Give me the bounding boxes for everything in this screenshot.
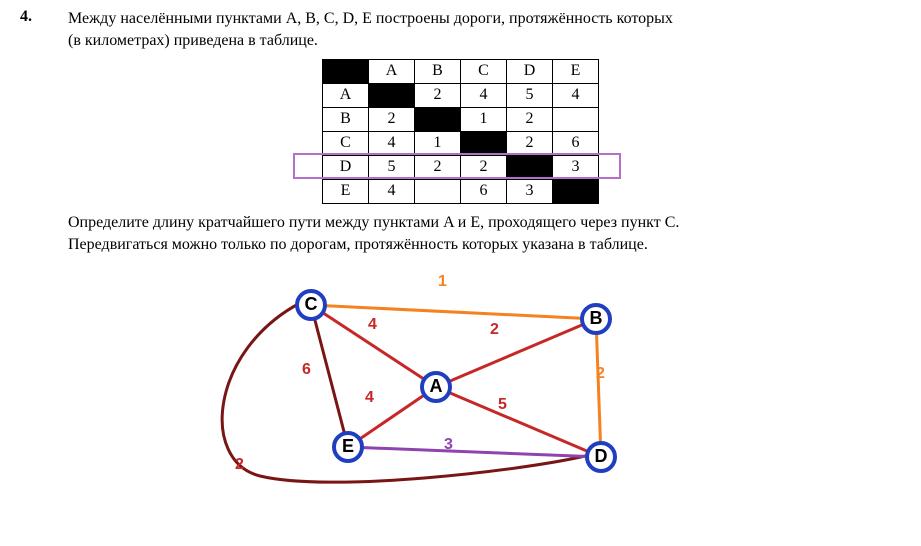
table-cell: 6 — [461, 179, 507, 203]
graph-edge-label: 2 — [596, 365, 605, 383]
table-row-header: B — [323, 107, 369, 131]
graph-edge — [436, 387, 601, 457]
distance-table: ABCDEA2454B212C4126D5223E463 — [322, 59, 599, 204]
graph-edge-label: 2 — [235, 456, 244, 474]
graph-svg — [0, 261, 921, 501]
table-col-header: C — [461, 59, 507, 83]
graph-edge-label: 6 — [302, 361, 311, 379]
question-block: Определите длину кратчайшего пути между … — [68, 212, 853, 257]
table-cell: 4 — [369, 131, 415, 155]
problem-statement: Между населёнными пунктами A, B, C, D, E… — [68, 8, 901, 53]
table-row: A2454 — [323, 83, 599, 107]
graph-edge-label: 4 — [365, 389, 374, 407]
question-line2: Передвигаться можно только по дорогам, п… — [68, 236, 648, 253]
graph-edge — [596, 319, 601, 457]
problem-number: 4. — [20, 8, 68, 26]
table-row-header: D — [323, 155, 369, 179]
table-cell: 4 — [553, 83, 599, 107]
table-cell — [415, 107, 461, 131]
graph-edge — [436, 319, 596, 387]
table-cell — [461, 131, 507, 155]
table-row-header: A — [323, 83, 369, 107]
graph-node-D: D — [585, 441, 617, 473]
table-cell: 1 — [461, 107, 507, 131]
table-cell — [507, 155, 553, 179]
table-cell — [369, 83, 415, 107]
table-cell: 2 — [415, 83, 461, 107]
graph-node-E: E — [332, 431, 364, 463]
problem-line1: Между населёнными пунктами A, B, C, D, E… — [68, 10, 673, 27]
graph-edge — [348, 447, 601, 457]
table-cell: 3 — [553, 155, 599, 179]
table-cell — [553, 107, 599, 131]
table-cell: 4 — [369, 179, 415, 203]
table-row-header: E — [323, 179, 369, 203]
table-cell: 5 — [369, 155, 415, 179]
graph-node-B: B — [580, 303, 612, 335]
problem-block: 4. Между населёнными пунктами A, B, C, D… — [0, 0, 921, 53]
table-row-header: C — [323, 131, 369, 155]
problem-row: 4. Между населёнными пунктами A, B, C, D… — [20, 8, 901, 53]
table-row: C41 26 — [323, 131, 599, 155]
graph-edge-label: 1 — [438, 273, 447, 291]
table-col-header: B — [415, 59, 461, 83]
graph-node-C: C — [295, 289, 327, 321]
table-cell — [415, 179, 461, 203]
graph-node-A: A — [420, 371, 452, 403]
table-cell: 2 — [415, 155, 461, 179]
table-row: B212 — [323, 107, 599, 131]
table-cell: 1 — [415, 131, 461, 155]
table-col-header: E — [553, 59, 599, 83]
table-cell: 4 — [461, 83, 507, 107]
table-cell: 3 — [507, 179, 553, 203]
table-cell: 2 — [369, 107, 415, 131]
table-cell: 2 — [461, 155, 507, 179]
table-cell: 2 — [507, 107, 553, 131]
table-row: E4 63 — [323, 179, 599, 203]
graph-edge-label: 4 — [368, 316, 377, 334]
problem-line2: (в километрах) приведена в таблице. — [68, 32, 318, 49]
table-col-header: D — [507, 59, 553, 83]
graph-edge-label: 3 — [444, 436, 453, 454]
table-row: D5223 — [323, 155, 599, 179]
question-line1: Определите длину кратчайшего пути между … — [68, 214, 679, 231]
graph-edge-label: 2 — [490, 321, 499, 339]
table-col-header: A — [369, 59, 415, 83]
graph-edge — [311, 305, 596, 319]
table-cell: 2 — [507, 131, 553, 155]
table-cell — [553, 179, 599, 203]
graph-edge-label: 5 — [498, 396, 507, 414]
table-cell: 6 — [553, 131, 599, 155]
distance-table-wrap: ABCDEA2454B212C4126D5223E463 — [0, 59, 921, 204]
graph-diagram: A B C D E 1 2 4 4 5 2 3 6 2 — [0, 261, 921, 501]
table-cell: 5 — [507, 83, 553, 107]
table-corner — [323, 59, 369, 83]
